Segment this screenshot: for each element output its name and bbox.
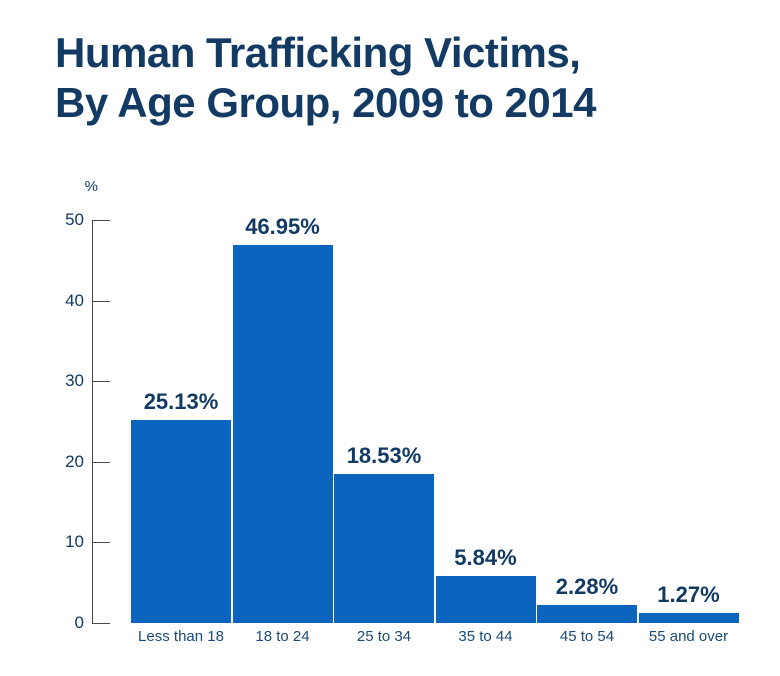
x-axis-category-label: 45 to 54 [559, 628, 615, 645]
bar-value-label: 18.53% [346, 442, 422, 468]
bar[interactable] [232, 244, 333, 623]
bar[interactable] [537, 604, 637, 623]
bar-value-label: 5.84% [454, 544, 517, 570]
chart-title: Human Trafficking Victims, By Age Group,… [55, 28, 755, 128]
y-axis-unit-label: % [84, 178, 98, 195]
bar-value-label: 25.13% [143, 389, 219, 415]
bar-group: 5.84% 35 to 44 [435, 0, 536, 676]
y-axis-tick [92, 220, 110, 221]
x-axis-category-label: 55 and over [648, 628, 729, 645]
bar[interactable] [131, 420, 231, 623]
bar[interactable] [435, 575, 536, 623]
y-axis-tick-label: 10 [65, 532, 84, 552]
bar[interactable] [638, 612, 739, 623]
y-axis-tick-label: 0 [74, 613, 84, 632]
bar-group: 25.13% Less than 18 [131, 0, 231, 676]
bar-value-label: 1.27% [657, 581, 720, 607]
bar[interactable] [334, 473, 434, 623]
y-axis-tick [92, 381, 110, 383]
y-axis-tick [92, 461, 110, 463]
bar-group: 46.95% 18 to 24 [232, 0, 333, 676]
bar-group: 18.53% 25 to 34 [334, 0, 434, 676]
bar-group: 1.27% 55 and over [638, 0, 739, 676]
bar-value-label: 46.95% [245, 213, 320, 239]
x-axis-category-label: 25 to 34 [356, 628, 412, 645]
y-axis-tick-label: 50 [65, 210, 84, 229]
y-axis-tick-label: 30 [65, 371, 84, 391]
y-axis-tick [92, 300, 110, 302]
y-axis-tick-label: 20 [65, 451, 84, 471]
y-axis-tick [92, 542, 110, 544]
y-axis-tick-label: 40 [65, 290, 84, 310]
y-axis-tick [92, 623, 110, 624]
y-axis-line [92, 220, 93, 624]
x-axis-category-label: 35 to 44 [458, 628, 513, 645]
chart-title-line-1: Human Trafficking Victims, [55, 29, 581, 76]
chart-title-line-2: By Age Group, 2009 to 2014 [55, 79, 596, 126]
bar-value-label: 2.28% [555, 573, 619, 599]
bar-group: 2.28% 45 to 54 [537, 0, 637, 676]
x-axis-category-label: 18 to 24 [255, 628, 310, 645]
x-axis-category-label: Less than 18 [138, 628, 224, 645]
